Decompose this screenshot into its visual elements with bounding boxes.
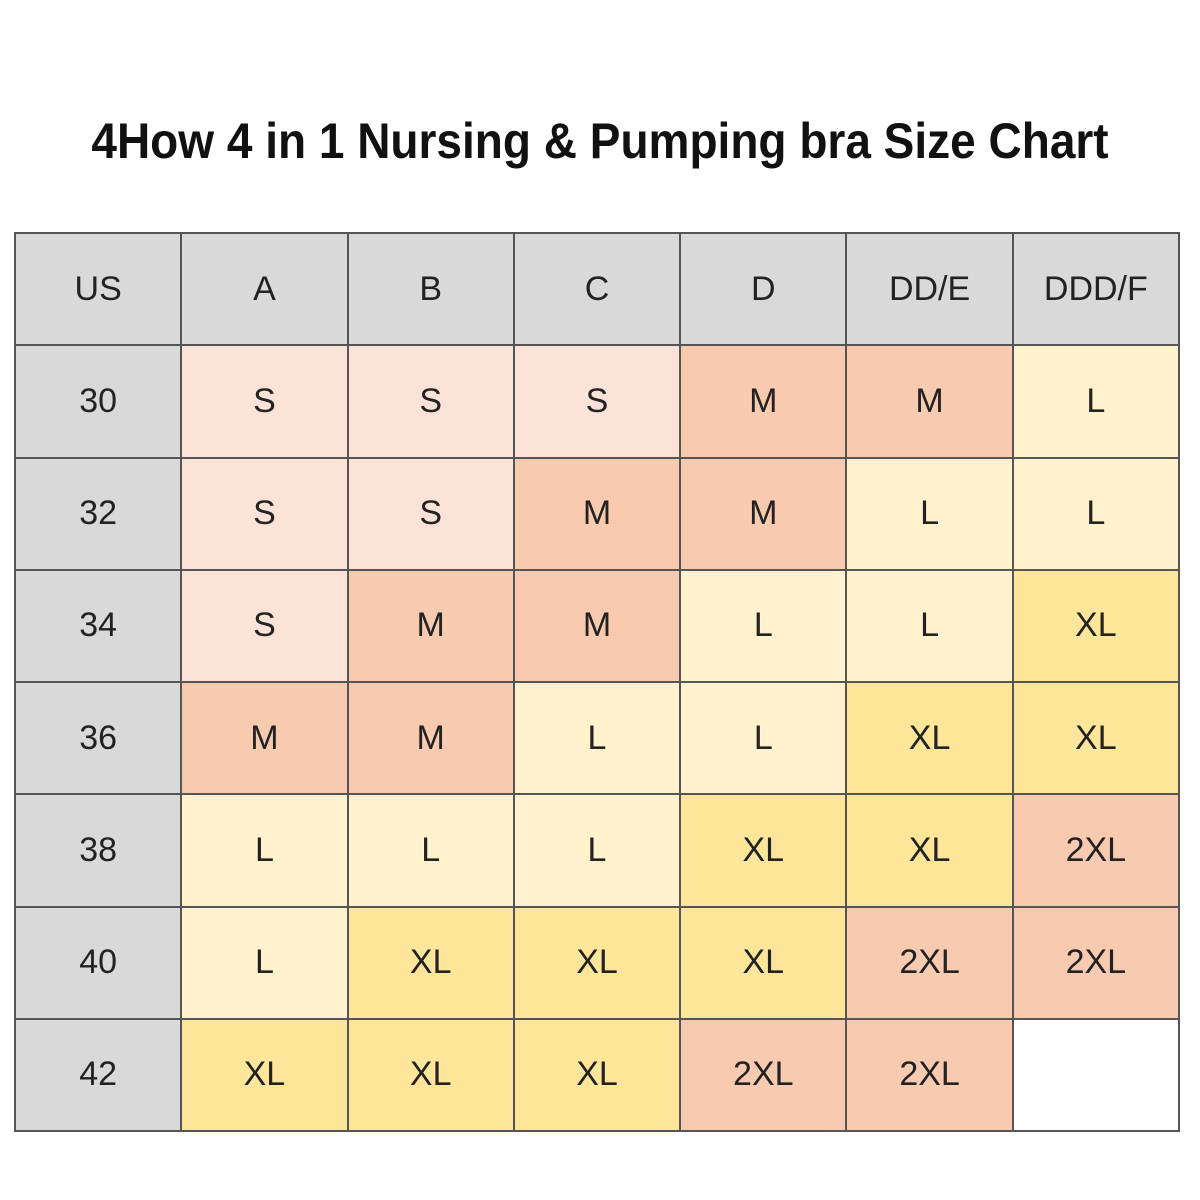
size-cell: XL xyxy=(1013,683,1180,796)
title: 4How 4 in 1 Nursing & Pumping bra Size C… xyxy=(91,113,1109,169)
size-cell: M xyxy=(514,570,682,683)
size-cell: XL xyxy=(847,683,1014,796)
size-cell: XL xyxy=(514,907,682,1020)
size-cell: L xyxy=(182,907,349,1020)
size-cell: 2XL xyxy=(847,907,1014,1020)
row-label: 42 xyxy=(16,1019,183,1132)
size-cell: 2XL xyxy=(847,1019,1014,1132)
size-cell: L xyxy=(1013,458,1180,571)
size-cell: M xyxy=(514,458,682,571)
size-cell: L xyxy=(182,795,349,908)
header-cell: B xyxy=(348,234,515,347)
size-cell: XL xyxy=(348,907,515,1020)
row-label: 30 xyxy=(16,346,183,459)
size-cell: XL xyxy=(1013,570,1180,683)
size-cell: 2XL xyxy=(1013,907,1180,1020)
row-label: 38 xyxy=(16,795,183,908)
size-cell: L xyxy=(1013,346,1180,459)
size-cell: L xyxy=(514,795,682,908)
size-cell: S xyxy=(182,458,349,571)
size-cell: S xyxy=(182,570,349,683)
size-cell: S xyxy=(348,458,515,571)
size-cell: XL xyxy=(348,1019,515,1132)
row-label: 34 xyxy=(16,570,183,683)
size-cell: S xyxy=(182,346,349,459)
size-cell: L xyxy=(681,683,848,796)
size-cell: S xyxy=(514,346,682,459)
size-cell: XL xyxy=(847,795,1014,908)
size-cell: M xyxy=(681,346,848,459)
size-table: US A B C D DD/E DDD/F 30 S S S M M L 32 S S M M L L 34 S M M L L XL… xyxy=(14,232,1180,1132)
size-cell: M xyxy=(847,346,1014,459)
header-cell: DD/E xyxy=(847,234,1014,347)
row-label: 32 xyxy=(16,458,183,571)
size-cell: L xyxy=(847,458,1014,571)
header-cell: D xyxy=(681,234,848,347)
size-cell: M xyxy=(348,570,515,683)
header-cell: C xyxy=(514,234,682,347)
size-cell: M xyxy=(182,683,349,796)
header-cell: DDD/F xyxy=(1013,234,1180,347)
size-cell: 2XL xyxy=(1013,795,1180,908)
size-cell: S xyxy=(348,346,515,459)
size-cell: 2XL xyxy=(681,1019,848,1132)
size-cell: XL xyxy=(514,1019,682,1132)
empty-cell xyxy=(1013,1019,1180,1132)
size-cell: L xyxy=(847,570,1014,683)
header-cell: A xyxy=(182,234,349,347)
size-cell: L xyxy=(681,570,848,683)
row-label: 40 xyxy=(16,907,183,1020)
row-label: 36 xyxy=(16,683,183,796)
size-cell: XL xyxy=(681,907,848,1020)
size-cell: XL xyxy=(681,795,848,908)
size-cell: L xyxy=(514,683,682,796)
size-cell: XL xyxy=(182,1019,349,1132)
size-cell: M xyxy=(348,683,515,796)
size-cell: M xyxy=(681,458,848,571)
size-cell: L xyxy=(348,795,515,908)
header-cell: US xyxy=(16,234,183,347)
